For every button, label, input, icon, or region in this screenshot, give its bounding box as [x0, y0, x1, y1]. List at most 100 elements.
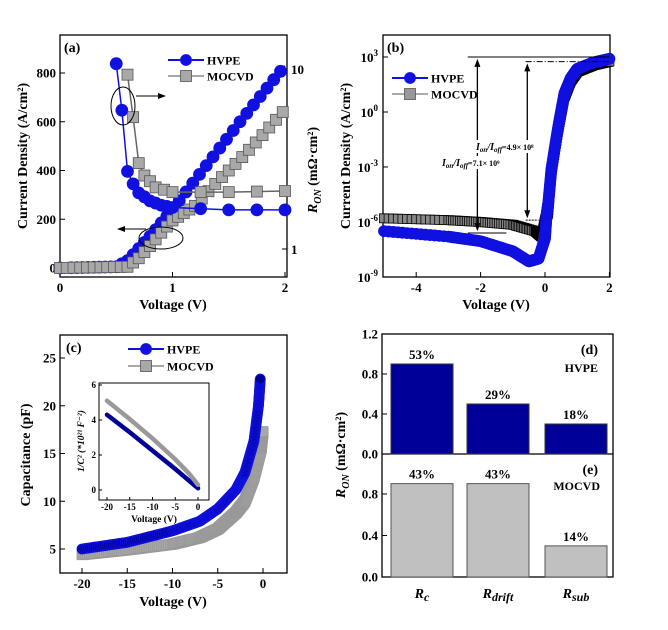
data-point [250, 203, 264, 217]
label-main: R [334, 489, 349, 499]
on-off-ratio-annotation: Ion/Ioff=7.1× 10⁹ [441, 158, 500, 170]
data-point [222, 164, 235, 177]
panel-label: (c) [66, 341, 82, 356]
panel-label: (d) [581, 343, 598, 358]
arrow-head [117, 226, 125, 232]
data-point [274, 64, 287, 78]
inset-y-axis-label: 1/C² (*10²¹ F⁻²) [76, 410, 87, 472]
data-point [206, 150, 220, 164]
panel-label: (a) [64, 41, 81, 56]
panel-label: (b) [387, 41, 404, 56]
y-tick-label: 600 [37, 114, 57, 129]
x-axis-label: Voltage (V) [139, 298, 207, 313]
tick-base: 10 [361, 105, 374, 120]
legend-label: MOCVD [431, 88, 478, 102]
tick-exp: -6 [371, 213, 379, 223]
data-point [276, 106, 289, 119]
data-point [213, 141, 227, 155]
data-point [222, 203, 236, 217]
data-point [209, 178, 222, 190]
bar-data-label: 18% [563, 407, 589, 422]
y-tick-label: 0 [50, 261, 57, 276]
on-off-ratio-annotation: Ion/Ioff=4.9× 10⁸ [475, 142, 534, 154]
inset-x-axis-label: Voltage (V) [131, 514, 177, 525]
tick-exp: -9 [371, 268, 379, 278]
panel-b-plot-area [382, 34, 611, 278]
data-point [226, 124, 240, 137]
inset-series-mocvd [104, 398, 201, 487]
y-tick-label: 0.8 [362, 367, 379, 382]
ann-sub: off [460, 162, 469, 170]
cat-main: R [414, 587, 424, 602]
data-point [256, 129, 269, 142]
y-tick-label: 5 [50, 542, 57, 557]
x-tick-label: -4 [411, 280, 422, 295]
arrow-head [524, 210, 531, 219]
panel-c-series [76, 373, 269, 561]
ann-slash: /I [452, 158, 461, 169]
bar-mocvd [390, 483, 454, 578]
legend-marker [140, 360, 152, 372]
data-point [109, 57, 123, 71]
y-tick-label: 100 [361, 103, 379, 120]
x-tick-label: 0 [260, 576, 267, 591]
y-right-tick-label: 10 [291, 62, 304, 77]
y-tick-label: 20 [43, 398, 56, 413]
cat-sub: c [424, 590, 430, 604]
inset-y-tick-label: 4 [92, 415, 97, 425]
x-tick-label: -20 [73, 576, 90, 591]
bar-hvpe [390, 363, 454, 455]
y-tick-label: 10-6 [358, 213, 379, 230]
tick-base: 10 [358, 270, 371, 285]
legend-marker [180, 70, 192, 82]
x-tick-label: 0 [542, 280, 549, 295]
bar-hvpe [466, 403, 530, 455]
data-point [132, 157, 145, 170]
y-axis-label: Current Density (A/cm²) [339, 83, 354, 230]
data-point [267, 73, 281, 87]
ann-value: =7.1× 10⁹ [468, 159, 500, 168]
x-axis-label: Voltage (V) [139, 595, 207, 610]
category-label: Rdrift [482, 587, 514, 604]
category-label: Rsub [562, 587, 590, 604]
y-tick-label: 103 [361, 48, 379, 65]
legend-label: HVPE [167, 343, 200, 357]
label-unit: (mΩ·cm²) [334, 412, 349, 475]
y-tick-label: 0.8 [362, 487, 379, 502]
arrow-head [474, 58, 481, 67]
bar-hvpe [544, 423, 608, 455]
data-point [240, 106, 254, 120]
label-sub: ON [313, 189, 324, 204]
tick-exp: -3 [371, 158, 379, 168]
data-point [233, 115, 247, 129]
data-point [115, 103, 129, 117]
panel-a-plot-area [59, 34, 288, 278]
y-tick-label: 10-3 [358, 158, 379, 175]
data-point [166, 201, 179, 214]
x-tick-label: 1 [169, 280, 176, 295]
legend-label: MOCVD [167, 360, 214, 374]
y-tick-label: 10 [43, 494, 56, 509]
y-axis-label: RON (mΩ·cm²) [334, 412, 352, 500]
cat-sub: sub [571, 590, 589, 604]
y-tick-label: 1.2 [362, 327, 378, 342]
y-tick-label: 0.4 [362, 528, 379, 543]
data-point [220, 132, 233, 146]
panel-label: (e) [582, 463, 598, 478]
cat-main: R [482, 587, 492, 602]
bar-mocvd [544, 545, 608, 578]
x-tick-label: -10 [164, 576, 181, 591]
data-point [270, 113, 282, 126]
inset-y-tick-label: 6 [92, 380, 97, 390]
legend-marker [404, 88, 416, 100]
x-tick-label: -5 [212, 576, 223, 591]
x-tick-label: -15 [119, 576, 137, 591]
ann-main: I [441, 158, 447, 169]
data-point [194, 186, 207, 199]
inset-y-tick-label: 2 [92, 450, 97, 460]
annotation-ellipse [138, 226, 184, 250]
bar-data-label: 53% [409, 347, 435, 362]
arrow-head [524, 63, 531, 72]
data-point [121, 164, 134, 178]
